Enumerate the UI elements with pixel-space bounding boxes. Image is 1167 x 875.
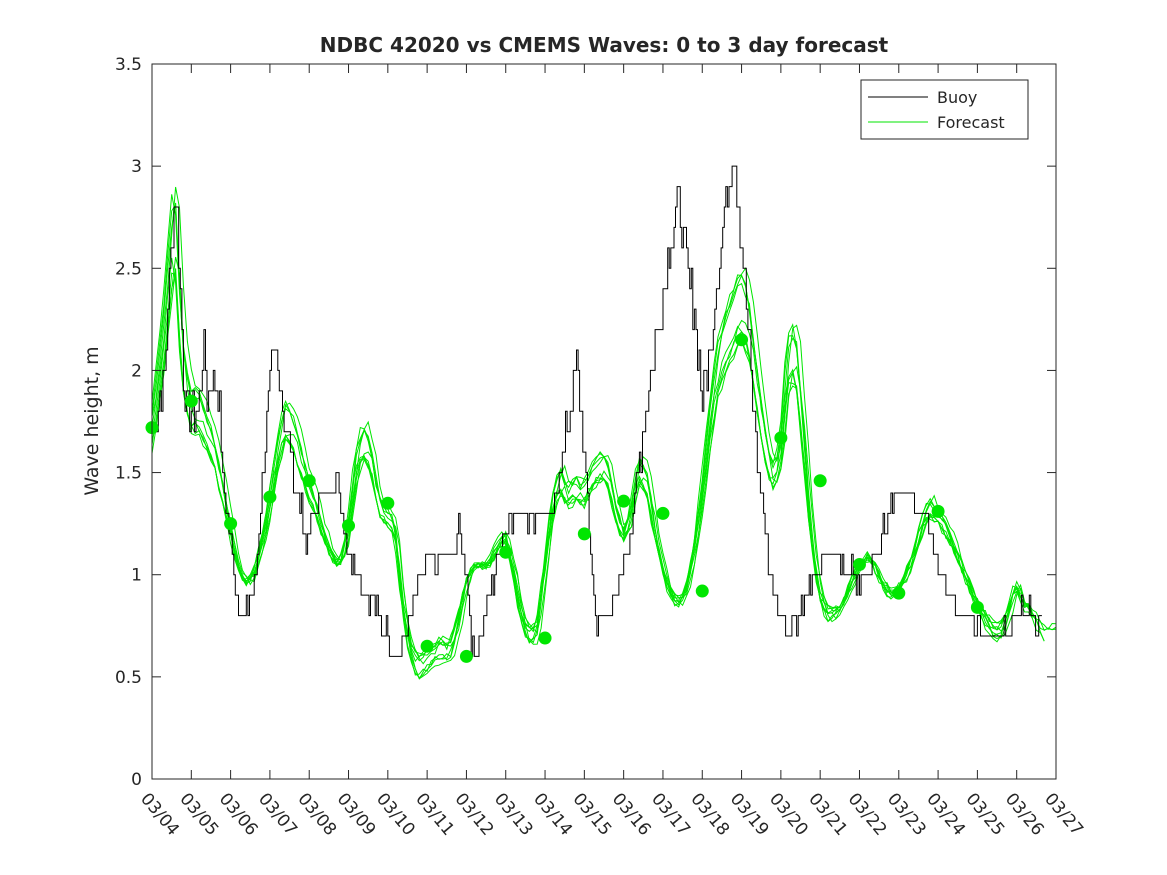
buoy-series — [152, 165, 1042, 657]
legend: Buoy Forecast — [860, 79, 1029, 140]
forecast-marker — [931, 504, 945, 518]
forecast-member-line — [151, 268, 1057, 655]
y-tick-label: 0 — [131, 770, 142, 790]
forecast-marker — [617, 494, 631, 508]
y-tick-label: 0.5 — [115, 668, 142, 688]
y-tick-label: 3.5 — [115, 55, 142, 75]
legend-buoy-label: Buoy — [937, 88, 977, 107]
plot-frame — [151, 63, 1057, 780]
forecast-marker — [656, 506, 670, 520]
forecast-series — [151, 186, 1057, 680]
forecast-marker — [342, 519, 356, 533]
forecast-marker — [420, 639, 434, 653]
y-tick-label: 1.5 — [115, 464, 142, 484]
forecast-marker — [813, 474, 827, 488]
forecast-marker — [184, 394, 198, 408]
legend-forecast-label: Forecast — [937, 113, 1005, 132]
forecast-marker — [302, 474, 316, 488]
forecast-marker — [852, 558, 866, 571]
forecast-marker — [774, 431, 788, 445]
forecast-marker — [735, 333, 749, 347]
plot-background — [152, 64, 1056, 779]
chart-title: NDBC 42020 vs CMEMS Waves: 0 to 3 day fo… — [320, 33, 889, 57]
forecast-marker — [695, 584, 709, 598]
legend-box — [860, 79, 1029, 140]
y-tick-label: 2.5 — [115, 259, 142, 279]
forecast-marker — [263, 490, 277, 504]
forecast-marker — [970, 600, 984, 614]
forecast-marker — [892, 586, 906, 600]
y-axis-label: Wave height, m — [81, 346, 103, 495]
y-tick-label: 1 — [131, 566, 142, 586]
forecast-marker — [381, 496, 395, 510]
forecast-marker — [577, 527, 591, 541]
forecast-marker — [499, 545, 513, 559]
y-tick-label: 3 — [131, 157, 142, 177]
forecast-marker — [538, 631, 552, 645]
y-tick-label: 2 — [131, 361, 142, 381]
plot-area: 00.511.522.533.5 03/0403/0503/0603/0703/… — [115, 55, 1087, 840]
forecast-marker — [224, 517, 238, 531]
forecast-marker — [459, 649, 473, 663]
forecast-member-line — [151, 275, 1033, 658]
forecast-member-line — [151, 256, 1057, 665]
forecast-markers — [145, 333, 984, 663]
y-axis: 0 0.5 1 1.5 2 2.5 3 3.5 — [115, 55, 1056, 790]
buoy-line — [152, 165, 1042, 657]
